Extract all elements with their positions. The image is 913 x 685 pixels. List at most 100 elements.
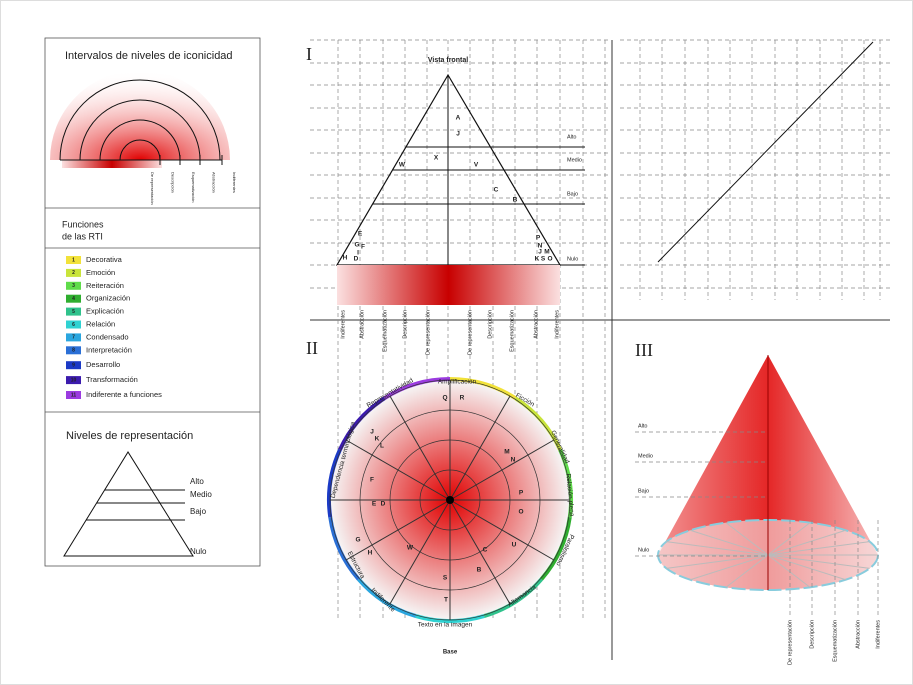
- label: J: [538, 249, 542, 256]
- label: E: [372, 501, 377, 508]
- label: Bajo: [638, 488, 649, 494]
- label: De representación: [787, 620, 793, 665]
- label: 11: [71, 392, 77, 398]
- label: A: [456, 115, 461, 122]
- label: Interpretación: [86, 345, 132, 354]
- label: Indiferentes: [340, 310, 346, 339]
- label: 8: [72, 348, 75, 354]
- label: P: [536, 235, 541, 242]
- label: D: [354, 256, 359, 263]
- center: [446, 496, 454, 504]
- label: Alto: [190, 477, 204, 486]
- label: U: [512, 542, 517, 549]
- label: M: [504, 449, 509, 456]
- badge: [66, 346, 81, 355]
- label: 2: [72, 270, 75, 276]
- line: [657, 41, 874, 263]
- label: II: [306, 338, 318, 358]
- label: 3: [72, 283, 75, 289]
- label: J: [456, 131, 460, 138]
- label: Indiferentes: [554, 310, 560, 339]
- label: Medio: [190, 490, 212, 499]
- label: Niveles de representación: [66, 430, 193, 442]
- label: Relación: [86, 319, 115, 328]
- label: R: [460, 395, 465, 402]
- line: [449, 439, 555, 501]
- badge: [66, 361, 81, 370]
- iconicity-fill: [50, 70, 230, 160]
- line: [389, 499, 451, 605]
- label: Alto: [567, 134, 576, 140]
- label: 5: [72, 309, 75, 315]
- ring-segment: [449, 377, 517, 400]
- label: Q: [442, 395, 447, 402]
- label: Bajo: [190, 507, 207, 516]
- label: Abstracción: [533, 310, 539, 339]
- label: E: [358, 231, 363, 238]
- label: Nulo: [638, 547, 649, 553]
- line: [389, 395, 451, 501]
- label: 1: [72, 257, 75, 263]
- badge: [66, 256, 81, 264]
- ring-segment: [483, 577, 543, 619]
- badge: [66, 391, 81, 399]
- label: Condensado: [86, 332, 129, 341]
- label: B: [477, 567, 482, 574]
- label: C: [483, 547, 488, 554]
- line: [449, 395, 511, 501]
- label: W: [407, 545, 414, 552]
- label: Vista frontal: [428, 57, 468, 64]
- label: O: [518, 509, 523, 516]
- label: N: [511, 457, 516, 464]
- ring-segment: [327, 448, 342, 518]
- label: Abstracción: [359, 310, 365, 339]
- label: Emoción: [86, 268, 115, 277]
- arc: [99, 119, 181, 161]
- label: I: [306, 44, 312, 64]
- label: 10: [71, 377, 77, 383]
- label: Descripción: [809, 620, 815, 649]
- label: K: [375, 436, 380, 443]
- label: L: [380, 443, 384, 450]
- label: V: [474, 162, 479, 169]
- label: Esquematización: [382, 310, 388, 352]
- badge: [66, 376, 81, 385]
- label: H: [368, 550, 373, 557]
- label: Nulo: [567, 256, 578, 262]
- line: [449, 499, 511, 605]
- badge: [66, 281, 81, 290]
- label: 9: [72, 363, 75, 369]
- ring-segment: [514, 396, 562, 451]
- label: K: [535, 256, 540, 263]
- label: Amplificación: [438, 379, 477, 386]
- badge: [66, 268, 81, 277]
- label: Abstracción: [855, 620, 861, 649]
- label: 6: [72, 322, 75, 328]
- label: Texto en la imagen: [418, 622, 473, 629]
- badge: [66, 294, 81, 303]
- label: Explicación: [86, 307, 124, 316]
- label: De representación: [467, 310, 473, 355]
- label: Funciones: [62, 219, 104, 229]
- ring-segment: [539, 516, 572, 581]
- label: Base: [443, 650, 458, 656]
- ring-segment: [357, 577, 417, 619]
- label: Abstracción: [211, 172, 216, 193]
- badge: [66, 320, 81, 329]
- axes: [310, 40, 890, 660]
- label: S: [443, 575, 448, 582]
- label: S: [541, 256, 546, 263]
- label: F: [370, 477, 374, 484]
- label: Alto: [638, 423, 647, 429]
- label: O: [547, 256, 552, 263]
- label: Medio: [638, 453, 653, 459]
- label: Esquematización: [191, 172, 196, 202]
- label: F: [361, 244, 365, 251]
- line: [345, 499, 451, 561]
- label: H: [343, 255, 348, 262]
- label: I: [357, 250, 359, 257]
- label: M: [544, 249, 549, 256]
- label: Descripción: [402, 310, 408, 339]
- bar: [62, 160, 162, 168]
